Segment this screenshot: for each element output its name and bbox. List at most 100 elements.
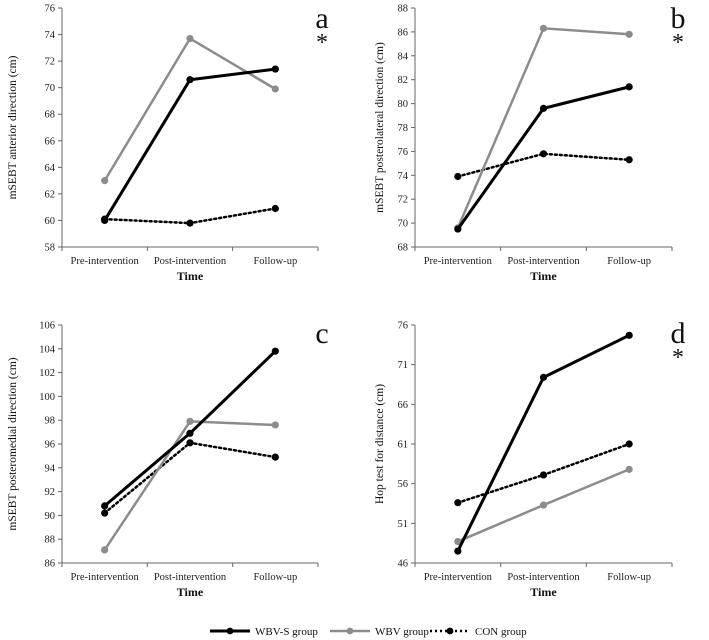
panel-label: d [671, 317, 686, 350]
data-point-wbv-group [101, 177, 109, 185]
y-tick-label: 61 [398, 440, 409, 451]
significance-marker: * [672, 30, 684, 56]
data-point-con-group [454, 172, 462, 181]
legend: WBV-S group WBV group CON group [210, 626, 527, 638]
series-line-wbv-group [103, 37, 277, 182]
x-axis-title: Time [530, 269, 557, 283]
data-point-con-group [539, 150, 548, 158]
series-line-con-group [103, 441, 277, 515]
y-tick-label: 72 [45, 57, 56, 68]
y-tick-label: 74 [398, 171, 409, 182]
y-axis-title: mSEBT posteromedial direction (cm) [7, 357, 19, 530]
y-tick-label: 98 [45, 416, 56, 427]
chart-panel-b: 68 70 72 74 76 78 80 82 84 86 88 Pre-intervention Po… [374, 2, 686, 283]
series-line-wbv-s-group [103, 67, 277, 222]
data-point-wbv-group [539, 24, 548, 32]
y-tick-label: 82 [398, 75, 409, 86]
data-point-con-group [101, 509, 109, 517]
y-tick-label: 70 [398, 219, 409, 230]
x-tick-label: Follow-up [253, 572, 297, 583]
y-tick-label: 76 [45, 4, 56, 15]
x-tick-label: Post-intervention [507, 256, 580, 267]
data-point-wbv-group [625, 465, 633, 473]
y-tick-label: 60 [45, 216, 56, 227]
y-tick-label: 72 [398, 195, 409, 206]
x-tick-label: Pre-intervention [424, 256, 493, 267]
data-point-wbv-group [186, 417, 194, 425]
data-point-con-group [186, 439, 194, 447]
y-tick-label: 64 [45, 163, 56, 174]
data-point-con-group [539, 471, 548, 479]
y-tick-label: 66 [398, 400, 409, 411]
legend-marker [346, 627, 354, 635]
y-tick-label: 90 [45, 511, 56, 522]
data-point-wbv-s-group [101, 502, 109, 510]
y-tick-label: 68 [45, 110, 56, 121]
y-tick-label: 86 [45, 559, 56, 570]
x-tick-label: Follow-up [607, 256, 651, 267]
data-point-wbv-group [186, 34, 194, 43]
panel-label: c [315, 317, 328, 350]
data-point-con-group [271, 453, 279, 461]
y-tick-label: 84 [398, 51, 409, 62]
y-axis-title: Hop test for distance (cm) [374, 384, 386, 504]
y-tick-label: 96 [45, 440, 56, 451]
panel-label: a [315, 2, 328, 35]
significance-marker: * [672, 345, 684, 371]
y-tick-label: 56 [398, 479, 409, 490]
y-tick-label: 71 [398, 360, 409, 371]
data-point-wbv-group [271, 85, 279, 93]
x-axis-title: Time [177, 585, 204, 599]
y-tick-label: 100 [39, 392, 55, 403]
chart-panel-a: 58 60 62 64 66 68 70 72 74 76 Pre-intervention Post… [7, 2, 329, 283]
data-point-wbv-s-group [271, 65, 279, 73]
y-tick-label: 74 [45, 30, 56, 41]
y-tick-label: 104 [39, 344, 56, 355]
y-tick-label: 66 [45, 136, 56, 147]
data-point-wbv-group [101, 546, 109, 554]
y-tick-label: 46 [398, 559, 409, 570]
data-point-wbv-s-group [186, 76, 194, 84]
series-line-wbv-group [456, 27, 631, 230]
x-tick-label: Pre-intervention [424, 572, 493, 583]
data-point-wbv-group [539, 501, 548, 509]
data-point-con-group [454, 499, 462, 507]
x-tick-label: Post-intervention [154, 256, 227, 267]
y-tick-label: 88 [398, 4, 409, 15]
y-tick-label: 62 [45, 189, 56, 200]
y-axis-title: mSEBT posterolateral direction (cm) [374, 42, 386, 213]
y-tick-label: 86 [398, 27, 409, 38]
chart-panel-c: 86 88 90 92 94 96 98 100 102 104 106 Pre-interventi… [7, 317, 329, 599]
y-tick-label: 70 [45, 83, 56, 94]
series-line-wbv-s-group [103, 349, 277, 508]
data-point-wbv-s-group [186, 429, 194, 437]
x-axis-title: Time [530, 585, 557, 599]
y-tick-label: 80 [398, 99, 409, 110]
data-point-wbv-group [625, 30, 633, 38]
data-point-wbv-s-group [625, 83, 633, 91]
x-tick-label: Follow-up [607, 572, 651, 583]
panel-label: b [671, 2, 686, 35]
data-point-wbv-s-group [454, 225, 462, 233]
x-tick-label: Post-intervention [154, 572, 227, 583]
y-axis-title: mSEBT anterior direction (cm) [7, 55, 19, 199]
data-point-con-group [625, 156, 633, 164]
data-point-con-group [625, 440, 633, 448]
y-tick-label: 94 [45, 463, 56, 474]
data-point-con-group [186, 219, 194, 227]
data-point-wbv-s-group [454, 547, 462, 555]
x-tick-label: Pre-intervention [71, 572, 140, 583]
y-tick-label: 88 [45, 535, 56, 546]
data-point-wbv-s-group [539, 104, 548, 112]
data-point-wbv-group [271, 421, 279, 429]
series-line-con-group [456, 152, 631, 178]
y-tick-label: 106 [39, 321, 55, 332]
y-tick-label: 68 [398, 243, 409, 254]
y-tick-label: 78 [398, 123, 409, 134]
data-point-wbv-group [454, 537, 462, 546]
legend-label: WBV-S group [255, 626, 318, 638]
x-tick-label: Post-intervention [507, 572, 580, 583]
significance-marker: * [316, 30, 328, 56]
x-axis-title: Time [177, 269, 204, 283]
